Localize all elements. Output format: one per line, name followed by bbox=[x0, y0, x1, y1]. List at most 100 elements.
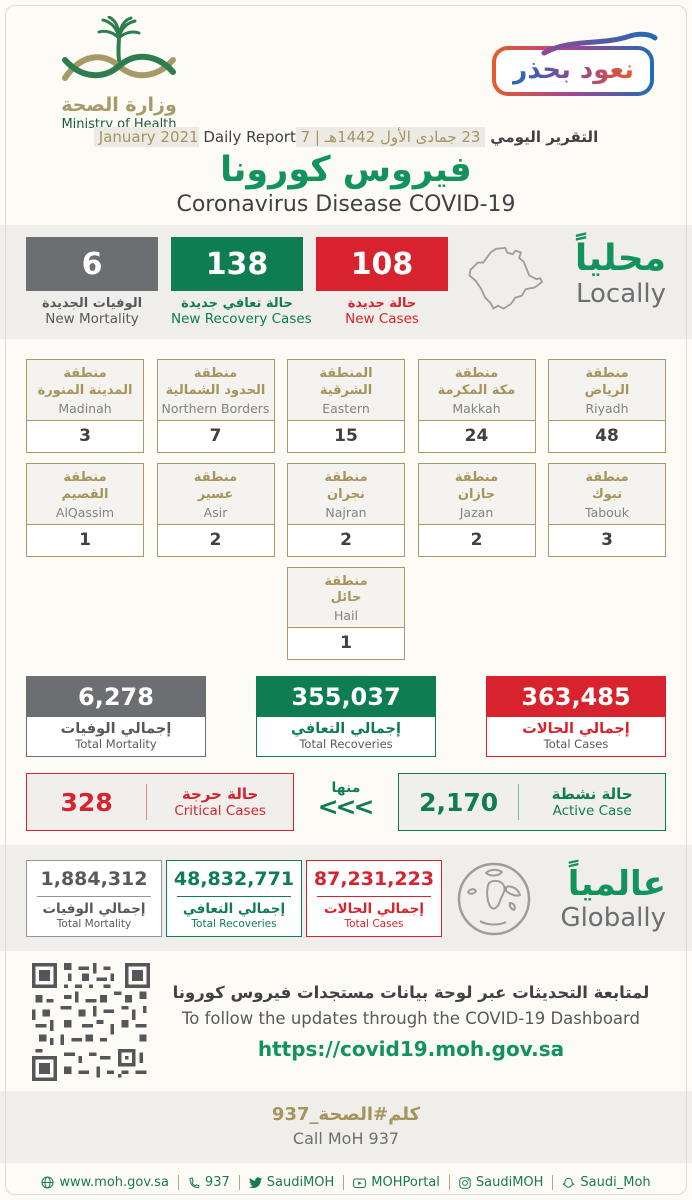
footer-item-label: SaudiMOH bbox=[475, 1175, 544, 1191]
region-name-ar: منطقة الرياض bbox=[584, 366, 630, 398]
footer-item-label: MOHPortal bbox=[371, 1175, 440, 1191]
footer-item-label: Saudi_Moh bbox=[580, 1175, 651, 1191]
phone-icon bbox=[189, 1177, 200, 1189]
region-value: 48 bbox=[595, 425, 619, 446]
twitter-icon bbox=[248, 1177, 262, 1189]
qr-code bbox=[32, 963, 150, 1082]
left-arrows-icon: <<< bbox=[317, 792, 375, 822]
report-title-arabic: التقرير اليومي bbox=[490, 128, 599, 146]
region-name-ar: منطقة جازان bbox=[454, 469, 499, 502]
region-box-riyadh: منطقة الرياض Riyadh 48 bbox=[548, 359, 666, 453]
active-cases-value: 2,170 bbox=[419, 787, 499, 817]
divider bbox=[37, 895, 151, 897]
page-title-english: Coronavirus Disease COVID-19 bbox=[176, 192, 516, 217]
total-cases-value: 363,485 bbox=[487, 677, 665, 718]
critical-active-section: 328 حالة حرجة Critical Cases منها <<< 2,… bbox=[0, 757, 692, 832]
global-cases-label-ar: إجمالي الحالات bbox=[323, 900, 425, 917]
globally-heading: عالمياً Globally bbox=[560, 865, 666, 933]
region-value: 2 bbox=[209, 529, 222, 550]
active-cases-label-en: Active Case bbox=[552, 803, 632, 820]
region-box-tabouk: منطقة تبوك Tabouk 3 bbox=[548, 462, 666, 557]
footer-item-instagram[interactable]: SaudiMOH bbox=[448, 1175, 553, 1191]
regions-section: منطقة الرياض Riyadh 48 منطقة مكة المكرمة… bbox=[0, 339, 692, 661]
footer-item-twitter[interactable]: SaudiMOH bbox=[238, 1175, 344, 1191]
snapchat-icon bbox=[563, 1177, 575, 1188]
footer-item-label: 937 bbox=[204, 1175, 230, 1191]
global-recoveries-value: 48,832,771 bbox=[173, 867, 295, 890]
region-box-hail: منطقة حائل Hail 1 bbox=[287, 566, 405, 661]
globe-icon bbox=[457, 863, 531, 936]
footer-item-website[interactable]: www.moh.gov.sa bbox=[32, 1175, 178, 1190]
region-name-en: Riyadh bbox=[585, 400, 629, 416]
locally-section: 6 الوفيات الجديدة New Mortality 138 حالة… bbox=[0, 225, 692, 339]
badge-swoosh-icon bbox=[541, 31, 658, 56]
critical-cases-value: 328 bbox=[60, 787, 113, 817]
global-cases-box: 87,231,223 إجمالي الحالات Total Cases bbox=[306, 859, 442, 937]
region-name-ar: منطقة عسير bbox=[193, 469, 238, 502]
globally-section: 1,884,312 إجمالي الوفيات Total Mortality… bbox=[0, 845, 692, 952]
new-recovery-value: 138 bbox=[171, 237, 303, 291]
active-cases-box: 2,170 حالة نشطة Active Case bbox=[398, 773, 666, 832]
report-date-line: التقرير اليومي 23 جمادى الأول 1442هـ | 7… bbox=[0, 127, 692, 147]
instagram-icon bbox=[459, 1177, 471, 1189]
divider bbox=[518, 784, 520, 821]
active-cases-label-ar: حالة نشطة bbox=[551, 785, 633, 804]
divider bbox=[317, 895, 431, 897]
total-cases-label-ar: إجمالي الحالات bbox=[522, 721, 630, 738]
region-name-ar: منطقة مكة المكرمة bbox=[437, 366, 516, 398]
call-moh-section: كلم#الصحة_937 Call MoH 937 bbox=[0, 1091, 692, 1164]
new-cases-label-ar: حالة جديدة bbox=[347, 296, 417, 311]
critical-cases-box: 328 حالة حرجة Critical Cases bbox=[26, 773, 294, 832]
footer-item-snapchat[interactable]: Saudi_Moh bbox=[552, 1175, 659, 1191]
new-mortality-value: 6 bbox=[26, 237, 158, 291]
footer-links: www.moh.gov.sa 937 SaudiMOH MOHPortal bbox=[0, 1163, 692, 1191]
dashboard-line-ar: لمتابعة التحديثات عبر لوحة بيانات مستجدا… bbox=[172, 983, 650, 1003]
divider bbox=[146, 784, 148, 821]
call-hashtag-ar: كلم#الصحة_937 bbox=[271, 1104, 421, 1126]
global-mortality-box: 1,884,312 إجمالي الوفيات Total Mortality bbox=[26, 859, 162, 937]
region-value: 3 bbox=[79, 425, 91, 446]
region-name-en: Madinah bbox=[58, 400, 112, 416]
region-name-en: Eastern bbox=[322, 400, 370, 416]
region-box-makkah: منطقة مكة المكرمة Makkah 24 bbox=[417, 359, 536, 453]
global-cases-label-en: Total Cases bbox=[344, 917, 404, 930]
global-mortality-value: 1,884,312 bbox=[40, 867, 148, 890]
call-moh-en: Call MoH 937 bbox=[292, 1129, 400, 1149]
region-name-en: Asir bbox=[203, 504, 228, 520]
new-cases-label-en: New Cases bbox=[345, 311, 419, 327]
total-mortality-label-en: Total Mortality bbox=[75, 737, 157, 752]
region-row-1: منطقة الرياض Riyadh 48 منطقة مكة المكرمة… bbox=[26, 359, 666, 453]
global-mortality-label-en: Total Mortality bbox=[56, 917, 132, 930]
new-mortality-stat: 6 الوفيات الجديدة New Mortality bbox=[26, 237, 158, 327]
dashboard-url-link[interactable]: https://covid19.moh.gov.sa bbox=[257, 1037, 565, 1062]
locally-heading-en: Locally bbox=[576, 278, 666, 309]
badge-label: نعود بحذر bbox=[512, 55, 634, 85]
region-value: 24 bbox=[464, 425, 489, 446]
global-recoveries-label-en: Total Recoveries bbox=[191, 917, 277, 930]
global-mortality-label-ar: إجمالي الوفيات bbox=[42, 900, 146, 917]
total-recoveries-value: 355,037 bbox=[257, 677, 435, 718]
region-value: 15 bbox=[334, 425, 358, 446]
total-cases-box: 363,485 إجمالي الحالات Total Cases bbox=[486, 676, 666, 758]
region-name-ar: منطقة القصيم bbox=[61, 469, 109, 502]
region-name-ar: المنطقة الشرقية bbox=[319, 366, 373, 398]
critical-cases-label-ar: حالة حرجة bbox=[181, 785, 259, 804]
region-value: 3 bbox=[601, 529, 613, 550]
region-row-3: منطقة حائل Hail 1 bbox=[26, 566, 666, 661]
return-with-caution-badge: نعود بحذر bbox=[492, 31, 658, 96]
region-box-northern-borders: منطقة الحدود الشمالية Northern Borders 7 bbox=[156, 359, 275, 453]
region-value: 2 bbox=[340, 529, 352, 550]
region-box-najran: منطقة نجران Najran 2 bbox=[287, 462, 405, 557]
region-name-ar: منطقة تبوك bbox=[585, 469, 629, 502]
region-name-en: Jazan bbox=[459, 504, 494, 520]
globe-icon bbox=[41, 1176, 54, 1189]
new-recovery-label-en: New Recovery Cases bbox=[171, 311, 312, 327]
moh-logo: وزارة الصحة Ministry of Health bbox=[34, 15, 204, 132]
region-name-ar: منطقة الحدود الشمالية bbox=[165, 366, 266, 398]
footer-item-youtube[interactable]: MOHPortal bbox=[343, 1175, 449, 1191]
region-value: 1 bbox=[340, 633, 352, 654]
footer-item-phone[interactable]: 937 bbox=[177, 1175, 239, 1191]
divider bbox=[177, 895, 291, 897]
critical-cases-label-en: Critical Cases bbox=[174, 803, 266, 820]
